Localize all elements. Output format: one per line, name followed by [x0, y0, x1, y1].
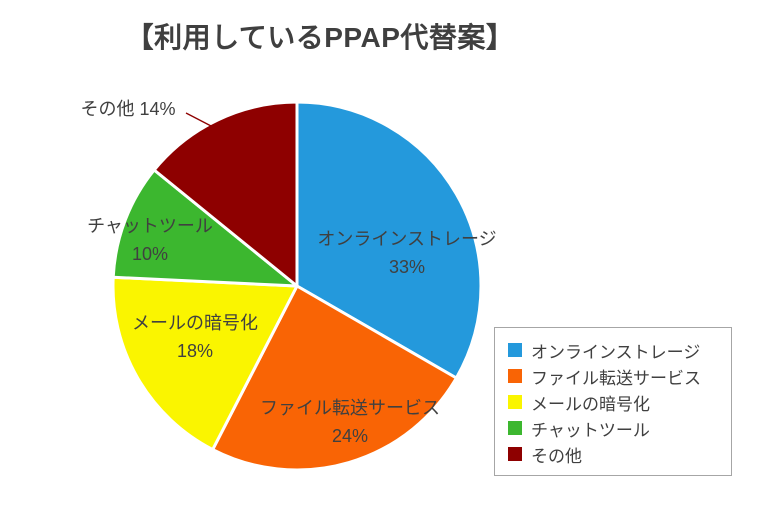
legend-item-1[interactable]: ファイル転送サービス: [508, 363, 731, 389]
legend-item-label: メールの暗号化: [531, 394, 650, 414]
legend-item-2[interactable]: メールの暗号化: [508, 389, 731, 415]
legend-item-label: チャットツール: [531, 420, 650, 440]
pie-slice-4[interactable]: [152, 100, 299, 288]
legend-swatch-icon: [508, 395, 522, 409]
leader-line: [185, 112, 214, 128]
legend-swatch-icon: [508, 369, 522, 383]
legend-item-4[interactable]: その他: [508, 441, 731, 467]
legend-swatch-icon: [508, 343, 522, 357]
pie-slice-2[interactable]: [111, 275, 299, 452]
legend: オンラインストレージ ファイル転送サービス メールの暗号化 チャットツール その他: [494, 327, 732, 476]
legend-item-0[interactable]: オンラインストレージ: [508, 337, 731, 363]
chart-title: 【利用しているPPAP代替案】: [125, 22, 515, 53]
legend-item-label: オンラインストレージ: [531, 342, 701, 362]
legend-item-label: その他: [531, 446, 582, 466]
pie-slice-0[interactable]: [295, 100, 483, 380]
legend-item-3[interactable]: チャットツール: [508, 415, 731, 441]
legend-swatch-icon: [508, 447, 522, 461]
legend-swatch-icon: [508, 421, 522, 435]
pie-slice-3[interactable]: [111, 168, 299, 288]
legend-item-label: ファイル転送サービス: [531, 368, 701, 388]
